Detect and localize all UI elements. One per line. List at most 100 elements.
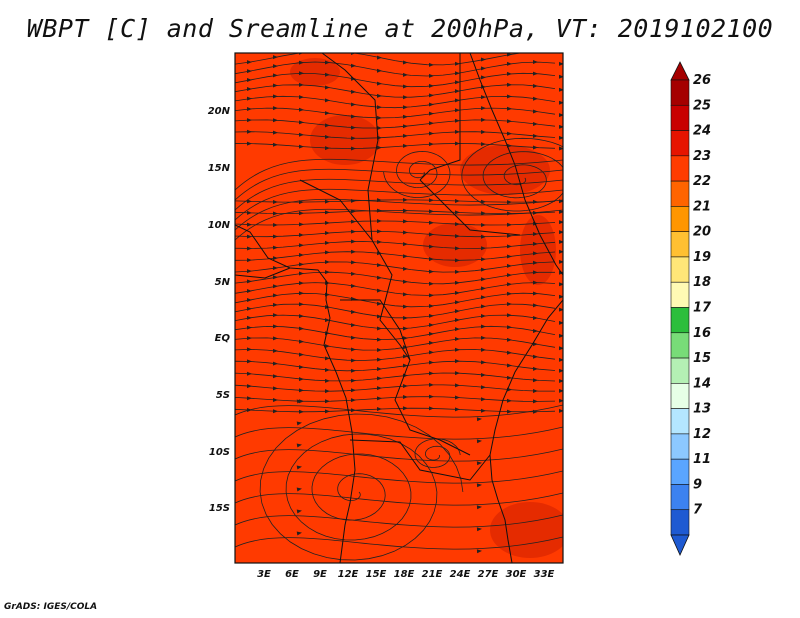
streamline-arrow [507,409,512,414]
streamline-arrow [481,246,486,251]
streamline-arrow [429,313,434,318]
streamline-arrow [429,293,434,298]
streamline-arrow [559,378,563,383]
streamline-arrow [455,108,460,113]
streamline-arrow [507,106,512,111]
streamline-arrow [429,382,434,387]
streamline-arrow [559,100,563,105]
streamline-arrow [273,409,278,414]
streamline-arrow [325,378,330,383]
streamline-arrow [299,252,304,257]
streamline-arrow [351,219,356,224]
streamline-arrow [403,133,408,138]
streamline-arrow [559,294,563,299]
streamline-arrow [247,371,252,376]
streamline-arrow [481,335,486,340]
streamline-arrow [247,129,252,134]
streamline-arrow [533,260,538,265]
border [419,53,461,181]
streamline-arrow [325,135,330,140]
border [349,439,491,481]
streamline-arrow [247,141,252,146]
streamline-arrow [299,399,304,404]
lon-tick-label: 9E [313,569,327,580]
border [235,267,291,279]
streamline-arrow [403,394,408,399]
streamline-arrow [476,439,482,444]
streamline-arrow [299,326,304,331]
streamline-arrow [533,270,538,275]
warm-patch [290,58,340,86]
streamline-arrow [559,230,563,235]
streamline-arrow [273,142,278,147]
streamline [235,448,563,462]
lat-tick-label: 5S [216,390,230,401]
streamline-arrow [507,119,512,124]
streamline-arrow [481,75,486,80]
colorbar-label: 9 [693,477,702,492]
streamline-arrow [325,356,330,361]
streamline-arrow [559,307,563,312]
streamline-arrow [533,71,538,76]
colorbar-label: 18 [693,275,711,290]
border [371,239,411,361]
streamline-arrow [273,130,278,135]
streamline-arrow [351,114,356,119]
streamline-arrow [481,347,486,352]
streamline-arrow [429,121,434,126]
streamline-arrow [429,142,434,147]
streamline-arrow [377,115,382,120]
longitude-axis: 3E 6E 9E 12E 15E 18E 21E 24E 27E 30E 33E [257,569,554,580]
lon-tick-label: 12E [338,569,359,580]
streamline-arrow [296,487,302,492]
temperature-field [235,53,563,563]
colorbar-label: 24 [693,124,711,139]
lon-tick-label: 33E [534,569,555,580]
streamline-arrow [273,211,278,216]
streamline-arrow [559,124,563,129]
lat-tick-label: 15N [208,163,231,174]
streamline-arrow [455,258,460,263]
streamline-arrow [273,324,278,329]
streamline-arrow [299,281,304,286]
streamline-arrow [559,135,563,140]
streamline [235,188,563,221]
streamline-arrow [559,249,563,254]
streamline [235,536,563,550]
streamline-arrow [455,210,460,215]
streamline-arrow [455,71,460,76]
colorbar-swatch [670,130,690,157]
streamline-arrow [507,291,512,296]
streamline-arrow [325,231,330,236]
streamline-arrow [351,102,356,107]
streamline-arrow [325,318,330,323]
streamline-arrow [296,399,302,404]
streamline-arrow [533,291,538,296]
streamline-arrow [533,303,538,308]
lat-tick-label: 20N [208,106,231,117]
streamline-arrow [351,125,356,130]
streamline-arrow [507,350,512,355]
streamline-arrow [455,371,460,376]
streamline-arrow [559,282,563,287]
streamline-arrow [247,279,252,284]
streamline-arrow [481,277,486,282]
streamline-arrow [559,259,563,264]
streamline-arrow [403,242,408,247]
streamline-arrow [325,260,330,265]
streamline-arrow [455,327,460,332]
streamline-arrow [403,60,408,65]
latitude-axis: 20N 15N 10N 5N EQ 5S 10S 15S [208,106,231,514]
credit-text: GrADS: IGES/COLA [4,602,98,612]
streamline-arrow [533,145,538,150]
streamline-arrow [455,118,460,123]
streamline-arrow [533,96,538,101]
streamline-arrow [296,509,302,514]
streamline [235,168,563,201]
streamline-arrow [299,365,304,370]
streamline-arrow [559,368,563,373]
streamline-arrow [247,396,252,401]
streamline-arrow [299,120,304,125]
streamline-arrow [481,385,486,390]
map-plot-area [234,52,564,564]
